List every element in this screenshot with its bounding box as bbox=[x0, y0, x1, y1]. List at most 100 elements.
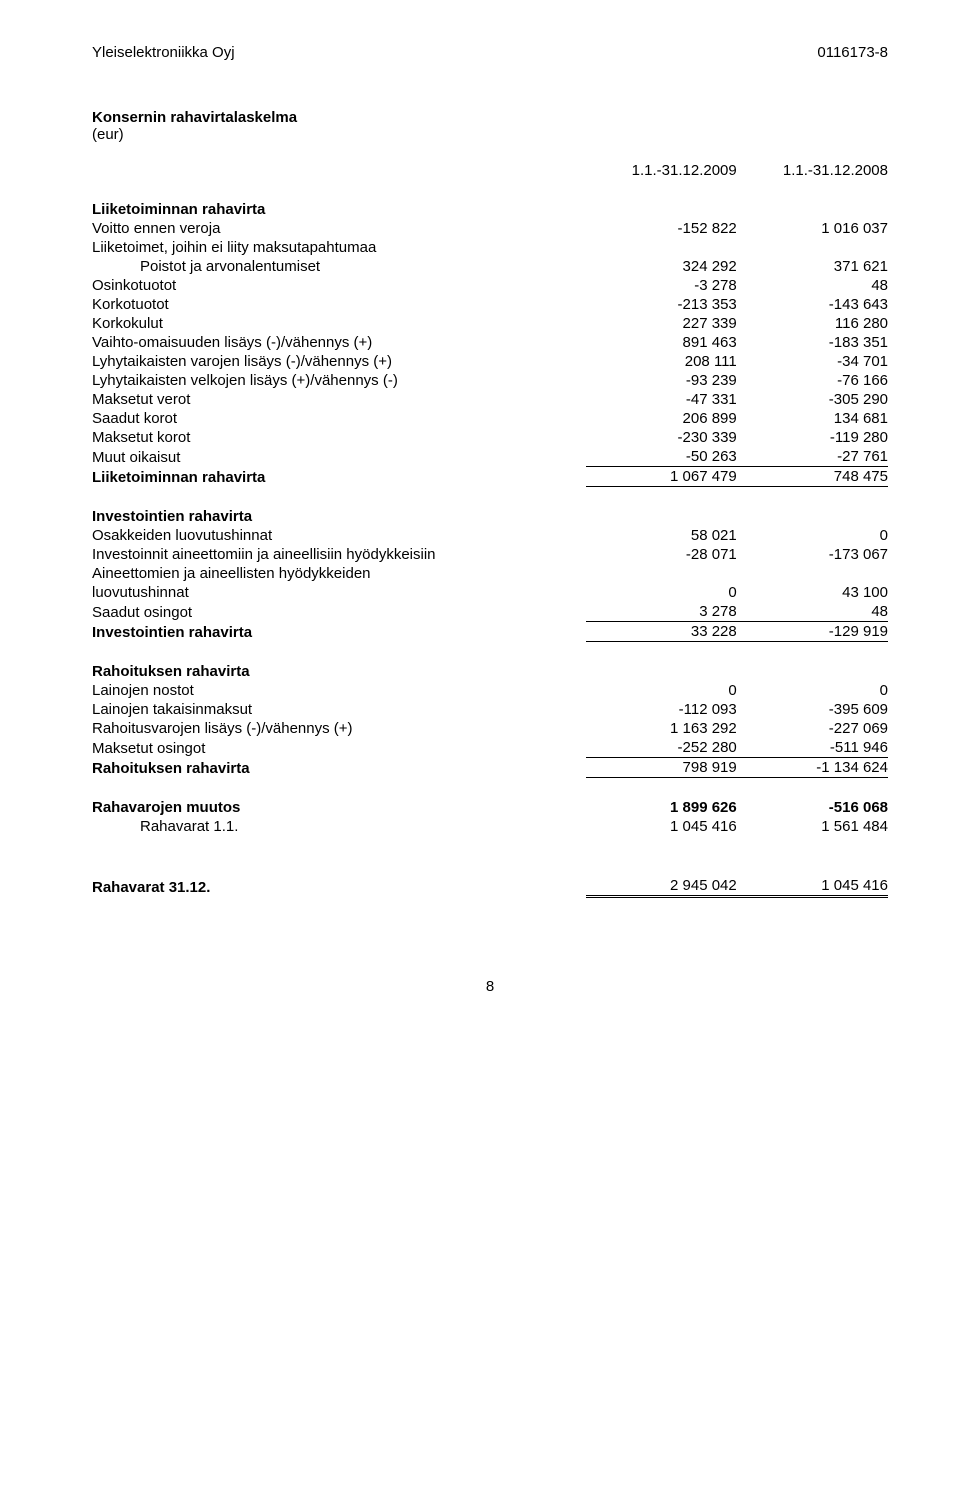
row-label: Maksetut verot bbox=[92, 390, 586, 409]
table-row bbox=[92, 836, 888, 876]
table-row: luovutushinnat043 100 bbox=[92, 583, 888, 602]
col-spacer bbox=[92, 161, 586, 180]
row-value-current: 0 bbox=[586, 681, 737, 700]
page-title: Konsernin rahavirtalaskelma bbox=[92, 109, 888, 126]
row-value-prior: 371 621 bbox=[737, 257, 888, 276]
row-label: Investointien rahavirta bbox=[92, 622, 586, 642]
table-row: Lainojen nostot00 bbox=[92, 681, 888, 700]
row-value-current: 1 899 626 bbox=[586, 798, 737, 817]
table-row: Rahoituksen rahavirta798 919-1 134 624 bbox=[92, 758, 888, 778]
table-row: Lyhytaikaisten velkojen lisäys (+)/vähen… bbox=[92, 371, 888, 390]
period-current: 1.1.-31.12.2009 bbox=[586, 161, 737, 180]
table-row: Rahoituksen rahavirta bbox=[92, 662, 888, 681]
row-value-prior: 43 100 bbox=[737, 583, 888, 602]
row-value-prior: 48 bbox=[737, 602, 888, 622]
row-value-prior: -34 701 bbox=[737, 352, 888, 371]
row-value-current: -112 093 bbox=[586, 700, 737, 719]
table-row: Voitto ennen veroja-152 8221 016 037 bbox=[92, 219, 888, 238]
row-value-current: 0 bbox=[586, 583, 737, 602]
table-row: Liiketoiminnan rahavirta1 067 479748 475 bbox=[92, 467, 888, 487]
row-label: Lyhytaikaisten velkojen lisäys (+)/vähen… bbox=[92, 371, 586, 390]
row-value-prior: -227 069 bbox=[737, 719, 888, 738]
row-value-prior: -76 166 bbox=[737, 371, 888, 390]
row-value-prior: 1 016 037 bbox=[737, 219, 888, 238]
row-value-current: 1 045 416 bbox=[586, 817, 737, 836]
table-row: Rahavarat 1.1.1 045 4161 561 484 bbox=[92, 817, 888, 836]
row-value-current: -50 263 bbox=[586, 447, 737, 467]
section-heading: Rahoituksen rahavirta bbox=[92, 662, 586, 681]
row-value-prior: 0 bbox=[737, 681, 888, 700]
period-prior: 1.1.-31.12.2008 bbox=[737, 161, 888, 180]
header-row: Yleiselektroniikka Oyj 0116173-8 bbox=[92, 44, 888, 61]
table-row: Osinkotuotot-3 27848 bbox=[92, 276, 888, 295]
row-value-prior: -143 643 bbox=[737, 295, 888, 314]
table-row: Investoinnit aineettomiin ja aineellisii… bbox=[92, 545, 888, 564]
row-value-prior: -395 609 bbox=[737, 700, 888, 719]
table-row: Osakkeiden luovutushinnat58 0210 bbox=[92, 526, 888, 545]
row-label: Osinkotuotot bbox=[92, 276, 586, 295]
row-value-prior: -173 067 bbox=[737, 545, 888, 564]
row-label: luovutushinnat bbox=[92, 583, 586, 602]
table-row: 1.1.-31.12.20091.1.-31.12.2008 bbox=[92, 161, 888, 180]
row-label: Rahoitusvarojen lisäys (-)/vähennys (+) bbox=[92, 719, 586, 738]
row-value-prior: 1 561 484 bbox=[737, 817, 888, 836]
row-value-current: 798 919 bbox=[586, 758, 737, 778]
table-row: Lyhytaikaisten varojen lisäys (-)/vähenn… bbox=[92, 352, 888, 371]
row-value-current: -28 071 bbox=[586, 545, 737, 564]
row-label: Maksetut osingot bbox=[92, 738, 586, 758]
row-value-prior: 1 045 416 bbox=[737, 876, 888, 897]
table-row bbox=[92, 642, 888, 663]
row-label: Investoinnit aineettomiin ja aineellisii… bbox=[92, 545, 586, 564]
row-label: Maksetut korot bbox=[92, 428, 586, 447]
table-row: Maksetut osingot-252 280-511 946 bbox=[92, 738, 888, 758]
table-row: Korkokulut227 339116 280 bbox=[92, 314, 888, 333]
row-label: Aineettomien ja aineellisten hyödykkeide… bbox=[92, 564, 586, 583]
row-value-prior: -183 351 bbox=[737, 333, 888, 352]
row-value-current: 891 463 bbox=[586, 333, 737, 352]
row-label: Saadut osingot bbox=[92, 602, 586, 622]
row-value-current: -230 339 bbox=[586, 428, 737, 447]
row-value-prior: -516 068 bbox=[737, 798, 888, 817]
row-label: Lainojen takaisinmaksut bbox=[92, 700, 586, 719]
row-value-prior: 48 bbox=[737, 276, 888, 295]
row-value-current: 2 945 042 bbox=[586, 876, 737, 897]
row-label: Rahoituksen rahavirta bbox=[92, 758, 586, 778]
table-row: Investointien rahavirta33 228-129 919 bbox=[92, 622, 888, 642]
table-row: Investointien rahavirta bbox=[92, 507, 888, 526]
row-label: Saadut korot bbox=[92, 409, 586, 428]
row-value-current: -93 239 bbox=[586, 371, 737, 390]
row-value-current: -252 280 bbox=[586, 738, 737, 758]
row-value-current: 1 163 292 bbox=[586, 719, 737, 738]
row-value-prior: -27 761 bbox=[737, 447, 888, 467]
row-label: Poistot ja arvonalentumiset bbox=[92, 257, 586, 276]
row-label: Lyhytaikaisten varojen lisäys (-)/vähenn… bbox=[92, 352, 586, 371]
table-row: Maksetut korot-230 339-119 280 bbox=[92, 428, 888, 447]
table-row: Korkotuotot-213 353-143 643 bbox=[92, 295, 888, 314]
row-value-current bbox=[586, 564, 737, 583]
table-row: Saadut osingot3 27848 bbox=[92, 602, 888, 622]
row-value-current: 227 339 bbox=[586, 314, 737, 333]
row-label: Korkotuotot bbox=[92, 295, 586, 314]
row-value-current: 208 111 bbox=[586, 352, 737, 371]
table-row: Liiketoimet, joihin ei liity maksutapaht… bbox=[92, 238, 888, 257]
row-value-current: -213 353 bbox=[586, 295, 737, 314]
section-heading: Liiketoiminnan rahavirta bbox=[92, 200, 586, 219]
row-label: Vaihto-omaisuuden lisäys (-)/vähennys (+… bbox=[92, 333, 586, 352]
table-row bbox=[92, 180, 888, 200]
row-label: Muut oikaisut bbox=[92, 447, 586, 467]
row-value-current: 1 067 479 bbox=[586, 467, 737, 487]
row-value-prior: -305 290 bbox=[737, 390, 888, 409]
company-name: Yleiselektroniikka Oyj bbox=[92, 44, 235, 61]
table-row: Liiketoiminnan rahavirta bbox=[92, 200, 888, 219]
table-row: Vaihto-omaisuuden lisäys (-)/vähennys (+… bbox=[92, 333, 888, 352]
row-value-current: 58 021 bbox=[586, 526, 737, 545]
row-label: Rahavarat 1.1. bbox=[92, 817, 586, 836]
cashflow-table: 1.1.-31.12.20091.1.-31.12.2008 Liiketoimi… bbox=[92, 161, 888, 898]
row-label: Rahavarojen muutos bbox=[92, 798, 586, 817]
table-row bbox=[92, 778, 888, 799]
row-value-current: -152 822 bbox=[586, 219, 737, 238]
row-value-prior: 134 681 bbox=[737, 409, 888, 428]
table-row bbox=[92, 487, 888, 508]
row-value-current: -3 278 bbox=[586, 276, 737, 295]
row-label: Osakkeiden luovutushinnat bbox=[92, 526, 586, 545]
